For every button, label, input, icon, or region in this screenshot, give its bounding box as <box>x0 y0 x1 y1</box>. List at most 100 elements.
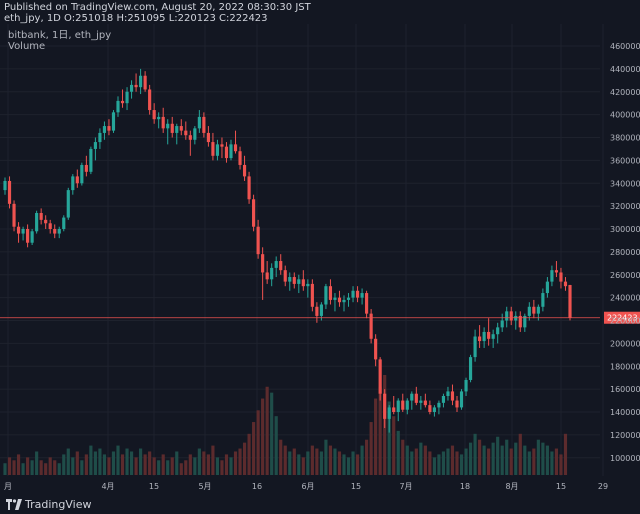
candle-body <box>166 123 170 129</box>
volume-bar <box>319 451 323 475</box>
volume-bar <box>423 445 427 475</box>
volume-bar <box>39 460 43 475</box>
candle-body <box>554 270 559 273</box>
tradingview-logo-icon <box>6 499 22 510</box>
volume-bar <box>405 445 409 475</box>
candle-body <box>84 164 88 172</box>
candle-body <box>346 297 351 300</box>
volume-bar <box>84 454 88 475</box>
candle-body <box>111 112 116 131</box>
tradingview-logo[interactable]: TradingView <box>6 498 91 511</box>
volume-bar <box>541 442 545 475</box>
candle-body <box>175 126 179 133</box>
x-tick-label: 15 <box>351 482 361 491</box>
volume-bar <box>324 439 328 475</box>
volume-bar <box>446 448 450 475</box>
candle-body <box>550 270 554 282</box>
volume-bar <box>21 463 25 475</box>
logo-text: TradingView <box>25 498 92 511</box>
candle-body <box>541 293 545 307</box>
volume-bar <box>256 410 260 475</box>
price-chart[interactable]: 222423 100000 120000 140000 160000 180000 200… <box>0 24 640 494</box>
volume-bar <box>134 457 138 475</box>
volume-bar <box>428 451 432 475</box>
candle-body <box>527 306 531 316</box>
volume-bar <box>175 451 179 475</box>
candle-body <box>197 116 201 129</box>
volume-bar <box>179 463 183 475</box>
volume-bar <box>514 442 518 475</box>
volume-bar <box>7 457 12 475</box>
candle-body <box>518 315 522 328</box>
candle-body <box>523 315 527 328</box>
volume-bar <box>193 457 197 475</box>
volume-bar <box>351 451 355 475</box>
y-axis[interactable]: 100000 120000 140000 160000 180000 200000 2200… <box>610 42 640 463</box>
volume-bar <box>197 448 201 475</box>
candle-body <box>333 297 337 300</box>
volume-bar <box>30 460 34 475</box>
volume-bar <box>491 442 495 475</box>
x-tick-label: 5月 <box>198 482 211 491</box>
candle-body <box>500 320 504 328</box>
candle-body <box>71 176 75 191</box>
candle-body <box>152 110 156 120</box>
volume-bar <box>48 457 52 475</box>
series-legend: bitbank, 1日, eth_jpy Volume <box>8 30 111 52</box>
candle-body <box>261 254 265 273</box>
candle-body <box>53 229 57 234</box>
volume-bar <box>455 451 459 475</box>
volume-bar <box>414 448 418 475</box>
volume-bar <box>505 439 509 475</box>
volume-bar <box>116 445 120 475</box>
volume-bar <box>211 445 215 475</box>
candle-body <box>134 84 138 88</box>
candle-body <box>428 405 432 412</box>
x-axis[interactable]: 月 4月 15 5月 16 6月 15 7月 18 8月 15 29 <box>4 482 608 491</box>
candle-body <box>478 336 482 342</box>
x-tick-label: 29 <box>598 482 608 491</box>
candle-body <box>505 311 509 321</box>
candle-body <box>563 281 568 287</box>
volume-bar <box>441 451 446 475</box>
x-tick-label: 月 <box>4 482 12 491</box>
x-tick-label: 18 <box>460 482 470 491</box>
last-price-label: 222423 <box>607 314 638 323</box>
volume-bar <box>401 439 405 475</box>
candle-body <box>315 306 319 316</box>
candle-body <box>487 331 491 339</box>
candle-body <box>161 116 165 129</box>
volume-bar <box>279 439 283 475</box>
volume-bar <box>16 454 21 475</box>
volume-bar <box>392 416 396 475</box>
volume-bar <box>242 442 247 475</box>
volume-bar <box>419 442 423 475</box>
x-tick-label: 15 <box>149 482 159 491</box>
volume-label: Volume <box>8 41 46 52</box>
volume-bar <box>62 454 66 475</box>
candle-body <box>211 142 215 156</box>
volume-bar <box>148 451 152 475</box>
candle-body <box>16 226 21 234</box>
candle-body <box>102 126 107 133</box>
candle-body <box>514 315 518 321</box>
x-tick-label: 4月 <box>101 482 114 491</box>
candle-body <box>229 144 233 159</box>
y-tick-label: 460000 <box>610 42 640 51</box>
published-line: Published on TradingView.com, August 20,… <box>4 2 311 13</box>
y-tick-label: 340000 <box>610 179 640 188</box>
candle-body <box>482 331 486 342</box>
candle-body <box>446 391 450 396</box>
candle-body <box>559 272 563 282</box>
volume-bar <box>220 460 224 475</box>
candle-body <box>283 270 287 282</box>
volume-bar <box>410 451 414 475</box>
volume-bar <box>432 457 436 475</box>
volume-bar <box>111 451 116 475</box>
candle-body <box>545 281 549 294</box>
candle-body <box>324 286 328 305</box>
candle-body <box>270 267 274 280</box>
candle-body <box>233 144 238 152</box>
volume-bar <box>468 442 473 475</box>
